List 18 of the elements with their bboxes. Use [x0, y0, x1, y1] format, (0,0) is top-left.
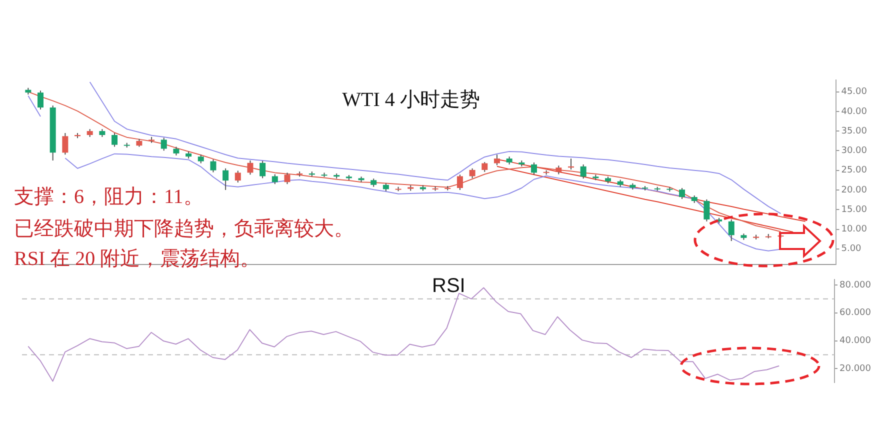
y-tick-label: 10.00: [841, 224, 868, 235]
y-tick-label: 40.000: [840, 336, 872, 346]
y-tick-label: 20.000: [840, 364, 872, 374]
annotation: 支撑：6，阻力：11。: [14, 185, 204, 210]
y-tick-label: 35.00: [841, 126, 868, 136]
annotation: 已经跌破中期下降趋势，负乖离较大。: [14, 217, 354, 242]
y-tick-label: 80.000: [840, 280, 872, 290]
y-tick-label: 25.00: [841, 166, 868, 176]
y-tick-label: 40.00: [841, 106, 868, 117]
chart-title: RSI: [432, 275, 466, 298]
y-tick-label: 15.00: [841, 204, 868, 215]
y-tick-label: 20.00: [841, 185, 868, 196]
y-tick-label: 30.00: [841, 146, 868, 156]
annotation: RSI 在 20 附近，震荡结构。: [14, 247, 260, 272]
y-tick-label: 45.00: [841, 87, 868, 98]
y-tick-label: 60.000: [840, 308, 872, 318]
y-tick-label: 5.00: [841, 244, 862, 254]
chart-title: WTI 4 小时走势: [341, 88, 481, 113]
